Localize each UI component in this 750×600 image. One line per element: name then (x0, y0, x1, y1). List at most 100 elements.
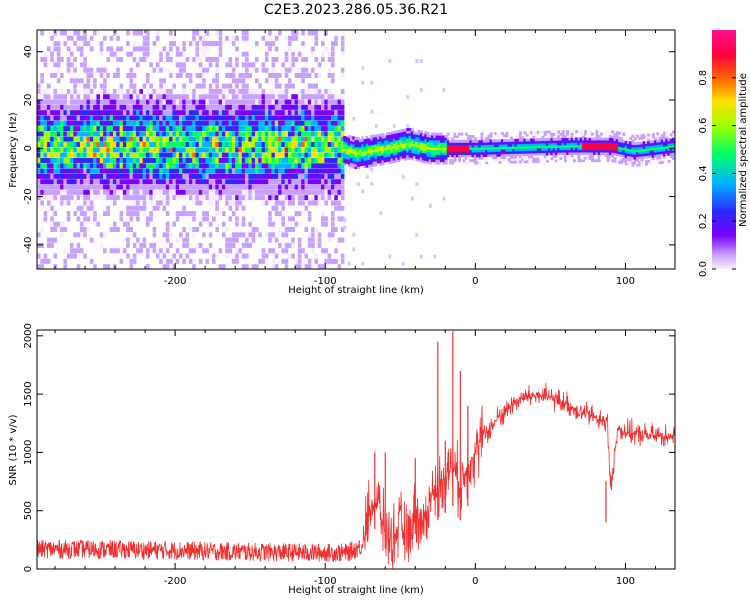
heatmap-cell (238, 221, 243, 227)
heatmap-cell (635, 158, 639, 162)
heatmap-cell (523, 148, 527, 152)
heatmap-cell (635, 163, 639, 167)
heatmap-cell (169, 94, 173, 100)
heatmap-cell (534, 152, 538, 156)
heatmap-cell (372, 156, 376, 160)
heatmap-cell (422, 147, 426, 151)
heatmap-cell (103, 211, 107, 217)
heatmap-cell (530, 152, 534, 156)
heatmap-cell (66, 184, 71, 190)
heatmap-cell (142, 179, 147, 185)
heatmap-cell (514, 138, 518, 142)
heatmap-cell (195, 131, 200, 137)
heatmap-cell (46, 46, 51, 52)
heatmap-cell (96, 131, 101, 137)
heatmap-cell (347, 159, 351, 163)
heatmap-cell (165, 226, 170, 232)
heatmap-cell (377, 160, 381, 164)
heatmap-cell (96, 104, 101, 110)
heatmap-cell (417, 156, 421, 160)
heatmap-cell (363, 165, 367, 169)
heatmap-cell (476, 154, 480, 158)
heatmap-cell (354, 163, 358, 167)
heatmap-cell (179, 189, 183, 195)
heatmap-cell (617, 136, 621, 140)
heatmap-cell (83, 88, 87, 94)
heatmap-cell (584, 139, 588, 143)
heatmap-cell (572, 147, 576, 151)
heatmap-cell (372, 141, 376, 145)
heatmap-cell (99, 195, 104, 201)
heatmap-cell (370, 80, 374, 85)
heatmap-cell (119, 189, 124, 195)
heatmap-cell (221, 232, 226, 238)
heatmap-cell (274, 253, 279, 259)
heatmap-cell (103, 184, 107, 190)
heatmap-cell (50, 237, 54, 243)
heatmap-cell (86, 173, 91, 179)
heatmap-cell (53, 221, 58, 227)
heatmap-cell (89, 120, 94, 126)
heatmap-cell (182, 242, 186, 248)
heatmap-cell (106, 195, 110, 201)
heatmap-cell (261, 67, 266, 73)
heatmap-cell (221, 126, 226, 132)
heatmap-cell (464, 142, 468, 146)
heatmap-cell (354, 144, 358, 148)
heatmap-cell (334, 152, 338, 158)
heatmap-cell (159, 163, 163, 169)
heatmap-cell (238, 168, 243, 174)
heatmap-cell (577, 142, 581, 146)
heatmap-cell (327, 179, 332, 185)
heatmap-cell (408, 142, 412, 146)
heatmap-cell (99, 179, 104, 185)
heatmap-cell (241, 157, 246, 163)
heatmap-cell (500, 151, 504, 155)
heatmap-cell (307, 200, 312, 206)
heatmap-cell (271, 94, 276, 100)
heatmap-cell (399, 151, 403, 155)
heatmap-cell (126, 173, 130, 179)
heatmap-cell (218, 173, 223, 179)
heatmap-cell (294, 120, 299, 126)
heatmap-cell (205, 126, 210, 132)
heatmap-cell (99, 189, 104, 195)
heatmap-cell (597, 156, 601, 160)
heatmap-cell (451, 144, 455, 148)
heatmap-cell (40, 30, 44, 36)
heatmap-cell (228, 62, 233, 68)
heatmap-cell (264, 168, 269, 174)
heatmap-cell (83, 211, 87, 217)
heatmap-cell (359, 158, 363, 162)
heatmap-cell (79, 179, 84, 185)
heatmap-cell (172, 136, 177, 142)
heatmap-cell (205, 216, 210, 222)
heatmap-cell (377, 162, 381, 166)
heatmap-cell (530, 133, 534, 137)
heatmap-cell (122, 195, 127, 201)
heatmap-cell (132, 57, 137, 63)
heatmap-cell (317, 88, 322, 94)
heatmap-cell (89, 46, 94, 52)
heatmap-cell (185, 179, 190, 185)
heatmap-cell (304, 104, 309, 110)
heatmap-cell (185, 99, 190, 105)
heatmap-cell (503, 146, 507, 150)
heatmap-cell (644, 155, 648, 159)
heatmap-cell (301, 157, 305, 163)
heatmap-cell (103, 110, 107, 116)
heatmap-cell (301, 41, 305, 47)
heatmap-cell (43, 57, 48, 63)
heatmap-cell (245, 179, 249, 185)
heatmap-cell (642, 133, 646, 137)
heatmap-cell (343, 145, 347, 149)
heatmap-cell (112, 221, 117, 227)
heatmap-cell (669, 133, 673, 137)
heatmap-cell (422, 135, 426, 139)
heatmap-cell (660, 146, 664, 150)
heatmap-cell (86, 67, 91, 73)
heatmap-cell (175, 258, 180, 264)
heatmap-cell (215, 163, 219, 169)
heatmap-cell (251, 147, 256, 153)
heatmap-cell (291, 62, 295, 68)
